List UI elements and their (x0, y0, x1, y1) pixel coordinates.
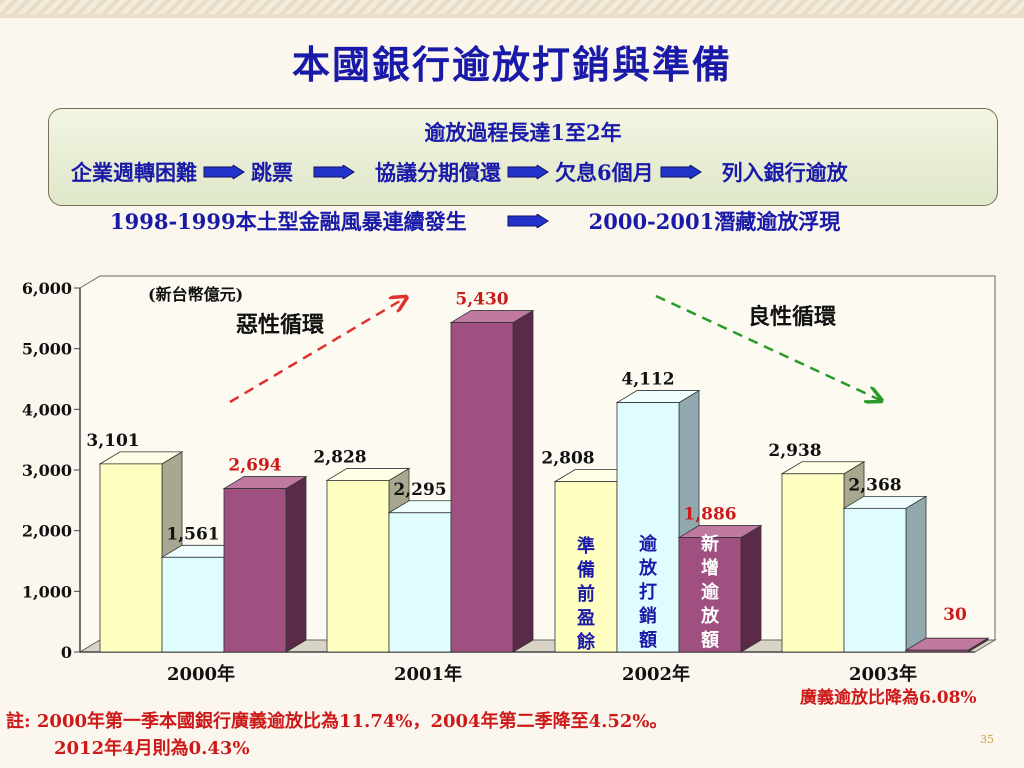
series-name-char: 額 (700, 629, 719, 651)
bar-side (740, 524, 762, 653)
data-label: 5,430 (455, 290, 508, 310)
footnote: 註: 2000年第一季本國銀行廣義逾放比為11.74%，2004年第二季降至4.… (6, 708, 668, 762)
data-label: 4,112 (621, 370, 674, 390)
series-name-char: 前 (577, 583, 595, 605)
footnote-line-2: 2012年4月則為0.43% (54, 738, 250, 759)
data-label: 2,368 (848, 475, 901, 495)
series-name-char: 備 (577, 559, 595, 581)
bar-side (905, 495, 927, 653)
series-name-char: 盈 (576, 608, 595, 629)
slide-title: 本國銀行逾放打銷與準備 (291, 42, 732, 87)
ratio-annotation: 廣義逾放比降為6.08% (800, 687, 977, 708)
process-heading: 逾放過程長達1至2年 (424, 120, 622, 145)
right-arrow-icon (507, 165, 549, 179)
bar-side (512, 309, 534, 653)
bar-2-1 (161, 556, 225, 653)
process-step-4: 欠息6個月 (555, 160, 654, 185)
process-step-2: 跳票 (251, 160, 293, 185)
top-decor-band (0, 14, 1024, 18)
data-label: 2,808 (541, 449, 594, 469)
y-tick-label: 1,000 (22, 582, 72, 601)
process-step-5: 列入銀行逾放 (721, 160, 848, 185)
unit-label: (新台幣億元) (148, 285, 243, 304)
bar-2-3 (616, 402, 680, 653)
right-arrow-icon (660, 165, 702, 179)
bar-3-2 (450, 322, 514, 653)
y-tick-label: 3,000 (22, 461, 72, 480)
data-label: 2,828 (313, 447, 366, 467)
series-name-char: 放 (638, 557, 658, 579)
crisis-left: 1998-1999本土型金融風暴連續發生 (110, 209, 467, 234)
data-label: 1,886 (683, 505, 736, 525)
x-tick-label: 2000年 (167, 663, 235, 685)
y-tick-label: 0 (61, 643, 72, 662)
series-name-char: 放 (700, 605, 720, 627)
page-number: 35 (980, 733, 994, 746)
process-steps: 企業週轉困難 跳票 協議分期償還 欠息6個月 列入銀行逾放 (71, 157, 985, 187)
data-label: 2,938 (768, 441, 821, 461)
x-tick-label: 2001年 (394, 663, 462, 685)
process-step-3: 協議分期償還 (375, 160, 501, 185)
series-name-char: 逾 (639, 533, 658, 555)
y-tick-label: 5,000 (22, 340, 72, 359)
y-tick-label: 6,000 (22, 279, 72, 298)
bar-2-2 (388, 512, 452, 653)
bar-1-1 (99, 463, 163, 653)
bar-1-4 (781, 473, 845, 653)
series-name-char: 餘 (577, 631, 596, 653)
bar-2-4 (843, 507, 907, 653)
right-arrow-icon (203, 165, 245, 179)
footnote-line-1: 註: 2000年第一季本國銀行廣義逾放比為11.74%，2004年第二季降至4.… (6, 711, 668, 732)
bar-3-3 (678, 537, 742, 653)
x-tick-label: 2003年 (849, 663, 917, 685)
chart-labels: 0 1,000 2,000 3,000 4,000 5,000 6,000 3,101 1,56… (22, 279, 967, 685)
series-name-char: 增 (701, 557, 719, 579)
vicious-cycle-label: 惡性循環 (236, 312, 325, 338)
data-label: 2,295 (393, 480, 446, 500)
series-name-char: 打 (639, 581, 657, 603)
bar-1-3 (554, 481, 618, 653)
series-name-char: 銷 (639, 605, 657, 627)
series-name-char: 額 (638, 629, 657, 651)
process-box: 逾放過程長達1至2年 企業週轉困難 跳票 協議分期償還 欠息6個月 列入銀行逾放 (48, 108, 998, 206)
crisis-right: 2000-2001潛藏逾放浮現 (588, 209, 841, 234)
series-name-char: 準 (577, 535, 595, 557)
y-tick-label: 4,000 (22, 400, 72, 419)
series-name-char: 新 (701, 533, 719, 555)
crisis-row: 1998-1999本土型金融風暴連續發生 2000-2001潛藏逾放浮現 (110, 206, 840, 236)
data-label: 30 (943, 605, 967, 625)
right-arrow-icon (313, 165, 355, 179)
bar-chart: 0 1,000 2,000 3,000 4,000 5,000 6,000 3,101 1,56… (22, 275, 997, 708)
process-step-1: 企業週轉困難 (71, 160, 197, 185)
bar-side (285, 475, 307, 653)
bar-3-1 (223, 488, 287, 653)
data-label: 2,694 (228, 456, 281, 476)
right-arrow-icon (507, 214, 549, 228)
virtuous-cycle-arrow (655, 294, 880, 400)
y-tick-label: 2,000 (22, 522, 72, 541)
bar-3-4 (905, 649, 969, 653)
chart-bars (98, 309, 990, 653)
virtuous-cycle-label: 良性循環 (748, 304, 837, 330)
data-label: 3,101 (86, 431, 139, 451)
top-decor-stripe (0, 0, 1024, 14)
x-tick-label: 2002年 (622, 663, 690, 685)
data-label: 1,561 (166, 524, 219, 544)
bar-1-2 (326, 480, 390, 653)
series-name-char: 逾 (701, 581, 720, 603)
